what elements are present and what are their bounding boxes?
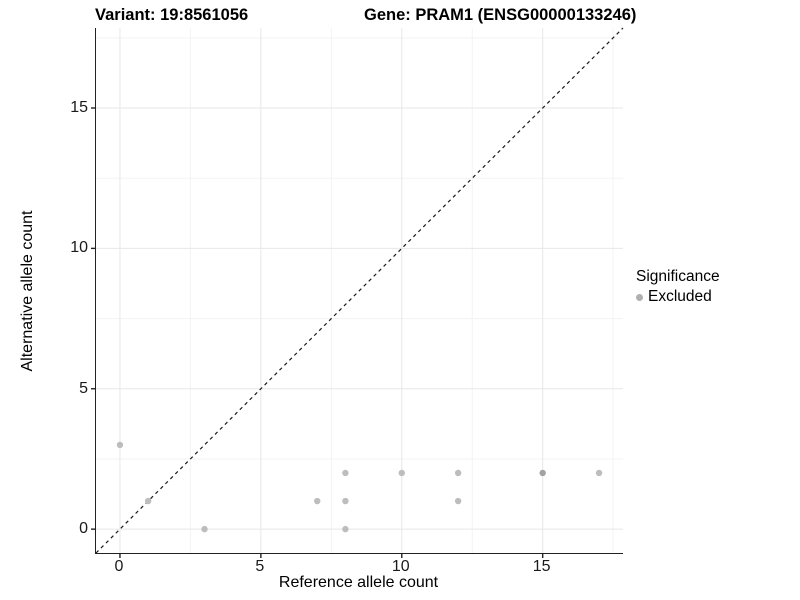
data-point	[116, 441, 124, 449]
scatter-plot-canvas	[91, 27, 624, 558]
x-tick-label: 10	[391, 558, 410, 575]
y-tick-label: 0	[79, 520, 88, 538]
x-tick-label: 15	[532, 558, 551, 575]
data-point	[342, 497, 349, 505]
data-point	[398, 469, 405, 477]
y-axis-title: Alternative allele count	[19, 210, 36, 372]
data-point	[201, 525, 208, 533]
data-point	[144, 497, 152, 505]
data-point	[454, 497, 462, 505]
data-point	[539, 469, 546, 477]
x-tick-label: 0	[114, 558, 124, 575]
data-point	[342, 469, 349, 477]
y-tick-label: 10	[70, 239, 88, 257]
excluded-point-icon	[636, 293, 643, 301]
legend-item-label: Excluded	[648, 288, 712, 305]
legend: Significance Excluded	[636, 268, 720, 306]
legend-item-excluded: Excluded	[636, 288, 720, 306]
y-tick-label: 5	[79, 379, 88, 397]
y-tick-label: 15	[70, 99, 88, 116]
identity-dashed-line	[95, 27, 624, 554]
legend-title: Significance	[636, 268, 720, 285]
data-point	[595, 469, 603, 477]
data-point	[454, 469, 462, 477]
x-tick-label: 5	[255, 558, 265, 575]
plot-panel	[91, 27, 624, 558]
variant-title: Variant: 19:8561056	[95, 6, 249, 24]
gene-title: Gene: PRAM1 (ENSG00000133246)	[364, 6, 637, 24]
data-point	[342, 525, 349, 533]
data-point	[314, 497, 321, 505]
x-axis-title: Reference allele count	[278, 574, 439, 591]
